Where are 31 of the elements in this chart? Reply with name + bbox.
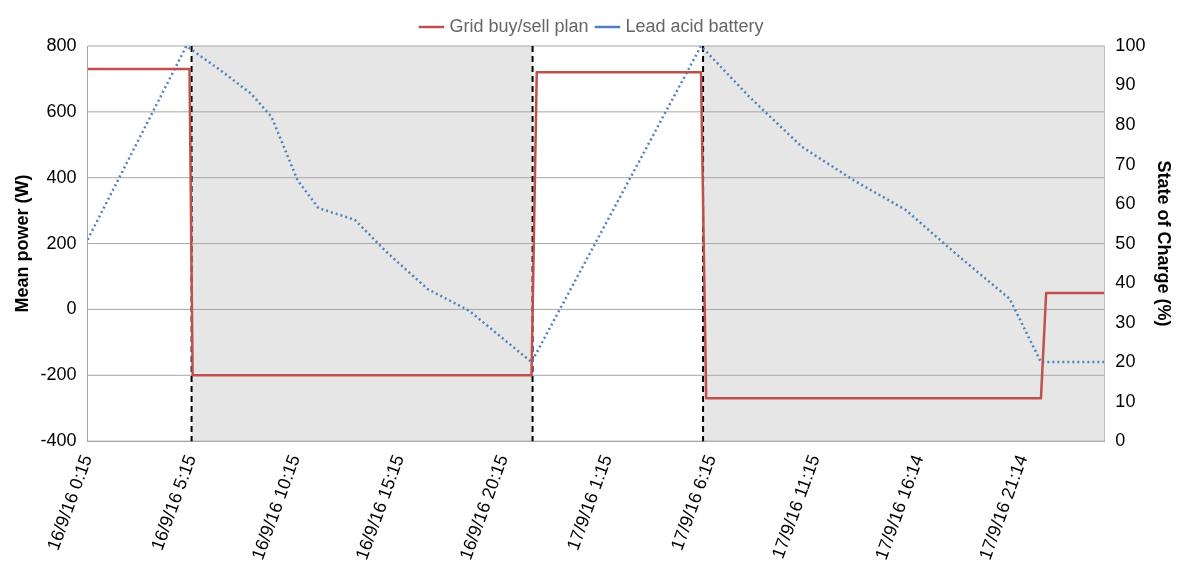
x-tick-label: 16/9/16 10:15 <box>247 452 304 563</box>
y-tick-label: 600 <box>46 100 77 121</box>
legend-label: Lead acid battery <box>625 15 764 36</box>
y2-tick-label: 60 <box>1115 193 1136 214</box>
x-tick-label: 16/9/16 20:15 <box>455 452 512 563</box>
y-tick-label: 200 <box>46 232 77 253</box>
x-tick-label: 17/9/16 21:14 <box>974 452 1032 563</box>
y2-tick-label: 100 <box>1115 34 1146 55</box>
y2-tick-label: 20 <box>1115 351 1136 372</box>
y2-axis-title: State of Charge (%) <box>1154 160 1175 327</box>
y2-tick-label: 0 <box>1115 430 1126 451</box>
x-tick-label: 17/9/16 16:14 <box>870 452 928 563</box>
y-tick-label: 0 <box>66 298 77 319</box>
y2-tick-label: 30 <box>1115 311 1136 332</box>
x-tick-label: 16/9/16 0:15 <box>43 452 97 553</box>
y-tick-label: -200 <box>40 364 77 385</box>
y2-tick-label: 70 <box>1115 153 1136 174</box>
x-tick-label: 16/9/16 5:15 <box>146 452 201 553</box>
y-tick-label: -400 <box>40 430 77 451</box>
y2-tick-label: 80 <box>1115 114 1136 134</box>
y-axis-title: Mean power (W) <box>11 174 32 313</box>
y-tick-label: 800 <box>46 34 77 55</box>
y2-tick-label: 40 <box>1115 272 1136 293</box>
x-tick-label: 17/9/16 6:15 <box>666 452 720 553</box>
y2-tick-label: 10 <box>1115 390 1136 411</box>
x-tick-label: 16/9/16 15:15 <box>351 452 408 563</box>
y2-tick-label: 90 <box>1115 74 1136 95</box>
y-tick-label: 400 <box>46 166 77 187</box>
x-tick-label: 17/9/16 1:15 <box>562 452 616 553</box>
legend-label: Grid buy/sell plan <box>449 15 589 36</box>
y2-tick-label: 50 <box>1115 232 1136 253</box>
